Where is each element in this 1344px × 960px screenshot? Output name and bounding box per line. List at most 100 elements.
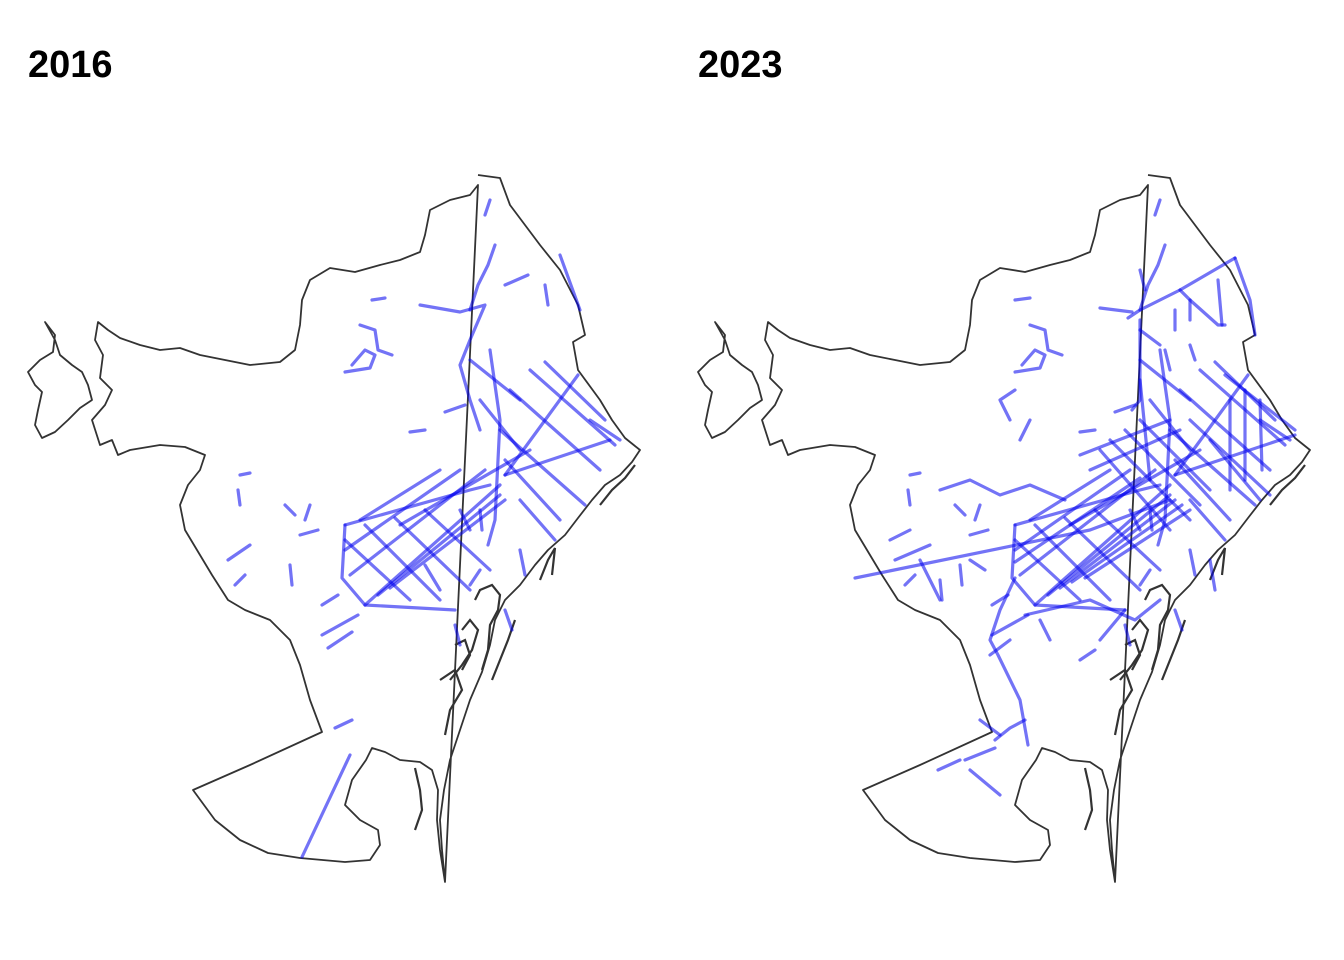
bike-lane-segment (388, 498, 507, 590)
bike-lane-segment (333, 718, 354, 730)
bike-lane-segment (588, 418, 622, 442)
pier-outline (538, 547, 557, 581)
bike-lane-segment (1130, 318, 1142, 412)
bike-lane-segment (340, 523, 457, 612)
bike-lane-segment (343, 468, 462, 552)
bike-lane-segment (1013, 483, 1162, 527)
bike-lane-segment (978, 718, 1002, 737)
bike-lane-segment (1023, 598, 1162, 622)
bike-lane-segment (938, 578, 944, 602)
bike-lane-segment (1013, 296, 1032, 302)
bike-lane-segment (1013, 468, 1132, 552)
bike-lane-segment (393, 516, 472, 592)
bike-lane-segment (1233, 256, 1257, 337)
bike-lane-segment (1173, 458, 1232, 522)
bike-lane-segment (343, 538, 412, 602)
panel-title-2023: 2023 (698, 44, 783, 86)
bike-lane-segment (1010, 523, 1127, 612)
bike-lane-segment (1123, 623, 1132, 647)
bike-lane-segment (906, 488, 912, 507)
bike-lane-segment (1063, 516, 1142, 592)
bike-lane-segment (963, 746, 997, 762)
bike-lane-segment (938, 478, 1067, 502)
bike-lane-segment (1113, 403, 1137, 414)
bike-lane-segment (953, 503, 967, 517)
bike-lane-segment (1088, 428, 1182, 472)
bike-lane-segment (958, 563, 964, 587)
bike-lane-segment (543, 360, 607, 422)
bike-lane-segment (303, 503, 312, 522)
bike-lane-segment (990, 593, 1010, 607)
bike-lane-segment (343, 348, 377, 374)
bike-lanes (853, 198, 1297, 797)
bike-lane-segment (320, 593, 340, 607)
city-boundary (27, 174, 641, 883)
bike-lane-segment (1028, 323, 1064, 357)
city-boundary (697, 174, 1311, 883)
bike-lane-segment (1188, 548, 1197, 577)
bike-lane-segment (908, 471, 922, 477)
bike-lane-segment (233, 573, 247, 587)
bike-lane-segment (1078, 418, 1172, 457)
bike-lane-segment (1173, 373, 1250, 477)
bike-lane-segment (503, 373, 580, 477)
bike-lane-segment (1153, 198, 1162, 217)
bike-lane-segment (370, 296, 387, 302)
pier-outline (1083, 767, 1094, 831)
boundary-outline (91, 174, 641, 883)
bike-lane-segment (1098, 306, 1134, 314)
bike-lane-segment (468, 568, 482, 587)
bike-lane-segment (423, 508, 492, 572)
bike-lane-segment (1178, 388, 1272, 472)
boundary-outline (761, 174, 1311, 883)
bike-lane-segment (1138, 328, 1162, 347)
bike-lane-segment (936, 758, 962, 772)
bike-lane-segment (1216, 278, 1224, 327)
bike-lane-segment (443, 403, 467, 414)
bike-lane-map-2016 (27, 174, 641, 883)
bike-lane-segment (1098, 608, 1127, 642)
bike-lane-segment (998, 388, 1017, 422)
bike-lane-segment (993, 718, 1027, 742)
bike-lane-segment (918, 558, 942, 602)
bike-lane-segment (968, 768, 1002, 797)
bike-lane-segment (508, 388, 602, 472)
bike-lane-segment (1173, 608, 1184, 632)
bike-lane-segment (1148, 508, 1154, 532)
bike-lane-segment (1138, 568, 1152, 587)
bike-lane-segment (1013, 538, 1082, 602)
bike-lane-segment (518, 498, 557, 542)
bike-lane-segment (423, 563, 442, 592)
bike-lane-segment (343, 483, 492, 527)
pier-outline (599, 464, 636, 506)
bike-lane-segment (1198, 368, 1287, 447)
bike-lane-segment (478, 398, 522, 452)
bike-lane-segment (1138, 358, 1192, 402)
bike-lane-segment (1208, 438, 1262, 502)
bike-lane-segment (988, 638, 1012, 657)
pier-outline (413, 767, 424, 831)
pier-outline (1119, 618, 1150, 681)
bike-lane-segment (320, 613, 360, 637)
bike-lane-segment (968, 528, 990, 537)
bike-lane-segment (968, 558, 987, 572)
bike-lane-segment (226, 543, 252, 562)
bike-lane-segment (1138, 418, 1212, 492)
bike-lane-segment (503, 608, 514, 632)
bike-lane-segment (363, 523, 442, 602)
pier-outline (1269, 464, 1306, 506)
panel-title-2016: 2016 (28, 44, 113, 86)
bike-lane-segment (1188, 498, 1227, 542)
bike-lane-segment (518, 548, 527, 577)
bike-lane-segment (558, 253, 582, 312)
bike-lane-segment (503, 438, 612, 477)
bike-lane-segment (483, 198, 492, 217)
boundary-outline (697, 321, 763, 439)
bike-lane-segment (543, 283, 550, 307)
pier-outline (1208, 547, 1227, 581)
bike-lane-segment (903, 573, 917, 587)
bike-lane-segment (503, 273, 530, 287)
bike-lane-segment (236, 488, 242, 507)
bike-lane-segment (418, 303, 487, 432)
bike-lane-segment (1093, 508, 1162, 572)
